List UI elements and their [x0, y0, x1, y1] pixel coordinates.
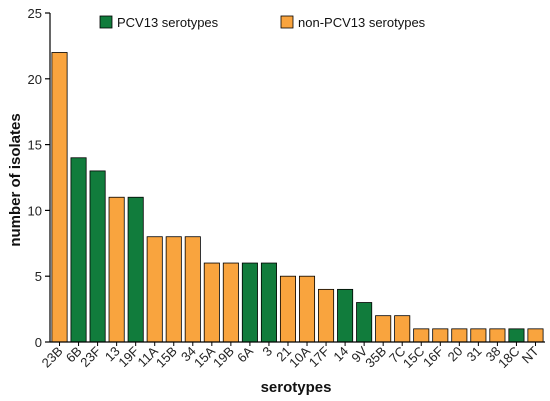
bar-10A: [298, 275, 316, 343]
bar-31: [470, 328, 487, 343]
bar-23B: [51, 52, 68, 343]
x-tick-label-31: 31: [464, 344, 485, 365]
bar-34: [184, 236, 201, 343]
x-tick-label-35B: 35B: [362, 344, 389, 371]
bar-15A: [203, 262, 220, 343]
legend: PCV13 serotypes non-PCV13 serotypes: [99, 15, 426, 30]
x-tick-label-6A: 6A: [234, 343, 256, 365]
bar-38: [489, 328, 506, 343]
bar-17F: [318, 288, 335, 343]
x-tick-label-18C: 18C: [495, 344, 522, 371]
bar-19F: [127, 196, 144, 343]
y-axis-title: number of isolates: [7, 113, 24, 246]
y-tick-label-20: 20: [28, 72, 42, 87]
x-tick-label-19B: 19B: [210, 344, 237, 371]
x-tick-label-17F: 17F: [306, 343, 332, 369]
bar-6B: [70, 157, 87, 343]
legend-swatch-pcv: [99, 15, 113, 29]
x-tick-label-16F: 16F: [420, 343, 446, 369]
bar-NT: [527, 328, 544, 343]
bar-21: [279, 275, 296, 343]
legend-label-pcv: PCV13 serotypes: [117, 15, 219, 30]
x-axis-title: serotypes: [261, 379, 332, 396]
x-tick-label-15B: 15B: [153, 344, 180, 371]
bar-14: [337, 288, 354, 343]
bar-3: [260, 262, 277, 343]
legend-swatch-non: [280, 15, 294, 29]
x-tick-label-20: 20: [445, 344, 466, 365]
legend-label-non: non-PCV13 serotypes: [298, 15, 426, 30]
bar-19B: [222, 262, 239, 343]
bar-13: [108, 196, 125, 343]
bar-7C: [394, 315, 411, 343]
bar-9V: [356, 302, 373, 343]
x-tick-label-3: 3: [259, 344, 275, 360]
bar-15B: [165, 236, 182, 343]
y-tick-label-15: 15: [28, 138, 42, 153]
bar-11A: [146, 236, 163, 343]
x-tick-label-23F: 23F: [77, 343, 103, 369]
bar-35B: [375, 315, 392, 343]
bar-15C: [413, 328, 430, 343]
bar-18C: [508, 328, 525, 343]
x-tick-label-NT: NT: [519, 343, 542, 366]
bar-16F: [432, 328, 449, 343]
bar-6A: [241, 262, 258, 343]
y-tick-label-0: 0: [35, 335, 42, 350]
x-tick-label-23B: 23B: [39, 344, 66, 371]
bar-20: [451, 328, 468, 343]
y-tick-label-5: 5: [35, 269, 42, 284]
y-tick-label-25: 25: [28, 6, 42, 21]
bar-23F: [89, 170, 106, 343]
bars-group: [51, 52, 544, 343]
y-tick-label-10: 10: [28, 203, 42, 218]
